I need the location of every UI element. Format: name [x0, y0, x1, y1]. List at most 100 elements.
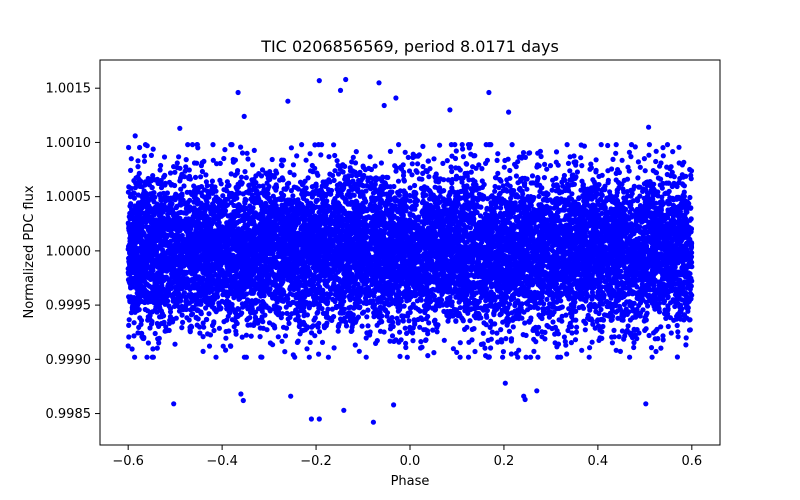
data-point [172, 341, 178, 347]
data-point [397, 353, 403, 359]
data-point [202, 187, 208, 193]
data-point [563, 312, 569, 318]
data-point [263, 170, 269, 176]
data-point [460, 154, 466, 160]
data-point [605, 142, 611, 149]
data-point [174, 160, 180, 166]
data-point [665, 323, 671, 330]
data-point [610, 156, 616, 162]
data-point [500, 354, 506, 360]
data-point [555, 331, 562, 337]
data-point [653, 348, 659, 355]
data-point [593, 167, 599, 173]
data-point [472, 153, 478, 159]
data-point [395, 178, 402, 184]
data-point [509, 142, 515, 148]
data-point [646, 142, 653, 148]
data-point [668, 330, 674, 336]
data-point [282, 349, 288, 355]
data-point [359, 182, 365, 188]
data-point [586, 354, 592, 360]
data-point [403, 344, 409, 351]
data-point [568, 340, 575, 346]
data-point [613, 347, 619, 353]
data-point [387, 148, 393, 154]
data-point [544, 166, 550, 172]
data-point [258, 354, 264, 360]
data-point [646, 152, 652, 158]
data-point [179, 191, 185, 197]
data-point [605, 177, 612, 183]
data-point [316, 320, 322, 326]
data-point [688, 168, 695, 174]
data-point [635, 159, 642, 165]
data-point [307, 339, 313, 345]
data-point [288, 188, 294, 194]
data-point [367, 154, 373, 160]
data-point [179, 325, 185, 331]
data-point [449, 185, 455, 191]
data-point [213, 354, 219, 360]
data-point [223, 335, 229, 341]
data-point [531, 336, 537, 342]
data-point [483, 142, 489, 148]
data-point [307, 151, 313, 157]
data-point [319, 339, 326, 345]
data-point [453, 318, 459, 324]
data-point [653, 148, 659, 154]
data-point [303, 185, 309, 191]
data-point [477, 213, 484, 219]
data-point [335, 328, 341, 334]
data-point [417, 324, 423, 330]
data-point [675, 329, 681, 335]
data-point [154, 345, 160, 351]
data-point [316, 351, 322, 357]
data-point [432, 317, 438, 323]
data-point [553, 149, 560, 155]
data-point [635, 175, 641, 181]
data-point [200, 320, 206, 326]
data-point [506, 328, 512, 334]
data-point [495, 151, 501, 157]
data-point [410, 330, 416, 336]
data-point [445, 318, 451, 324]
data-point [128, 167, 134, 173]
data-point [173, 315, 179, 321]
data-point [192, 174, 199, 180]
data-point [457, 354, 463, 360]
data-point [503, 336, 509, 342]
data-point [579, 163, 585, 169]
data-point [628, 154, 634, 160]
data-point [126, 144, 132, 151]
data-point [523, 354, 529, 360]
data-point [565, 327, 571, 334]
data-point [282, 333, 289, 339]
data-point [581, 318, 587, 324]
data-point [199, 168, 205, 175]
data-point [687, 194, 693, 201]
data-point [609, 316, 615, 323]
data-point [198, 174, 204, 180]
data-point [542, 336, 548, 342]
data-point [626, 149, 633, 155]
data-point [476, 162, 482, 168]
data-point [660, 333, 666, 339]
data-point [387, 338, 393, 344]
data-point [126, 317, 132, 323]
data-point [267, 340, 273, 346]
data-point [180, 319, 186, 325]
data-point [334, 158, 340, 164]
data-point [238, 144, 244, 150]
data-point [579, 347, 585, 353]
data-point [210, 142, 216, 148]
data-point [378, 160, 384, 166]
data-point [318, 152, 324, 158]
data-point [617, 348, 624, 354]
data-point [403, 340, 409, 346]
data-point [144, 354, 150, 360]
data-point [269, 156, 275, 163]
data-point [655, 336, 661, 342]
data-point [332, 168, 338, 174]
data-point [578, 155, 584, 161]
